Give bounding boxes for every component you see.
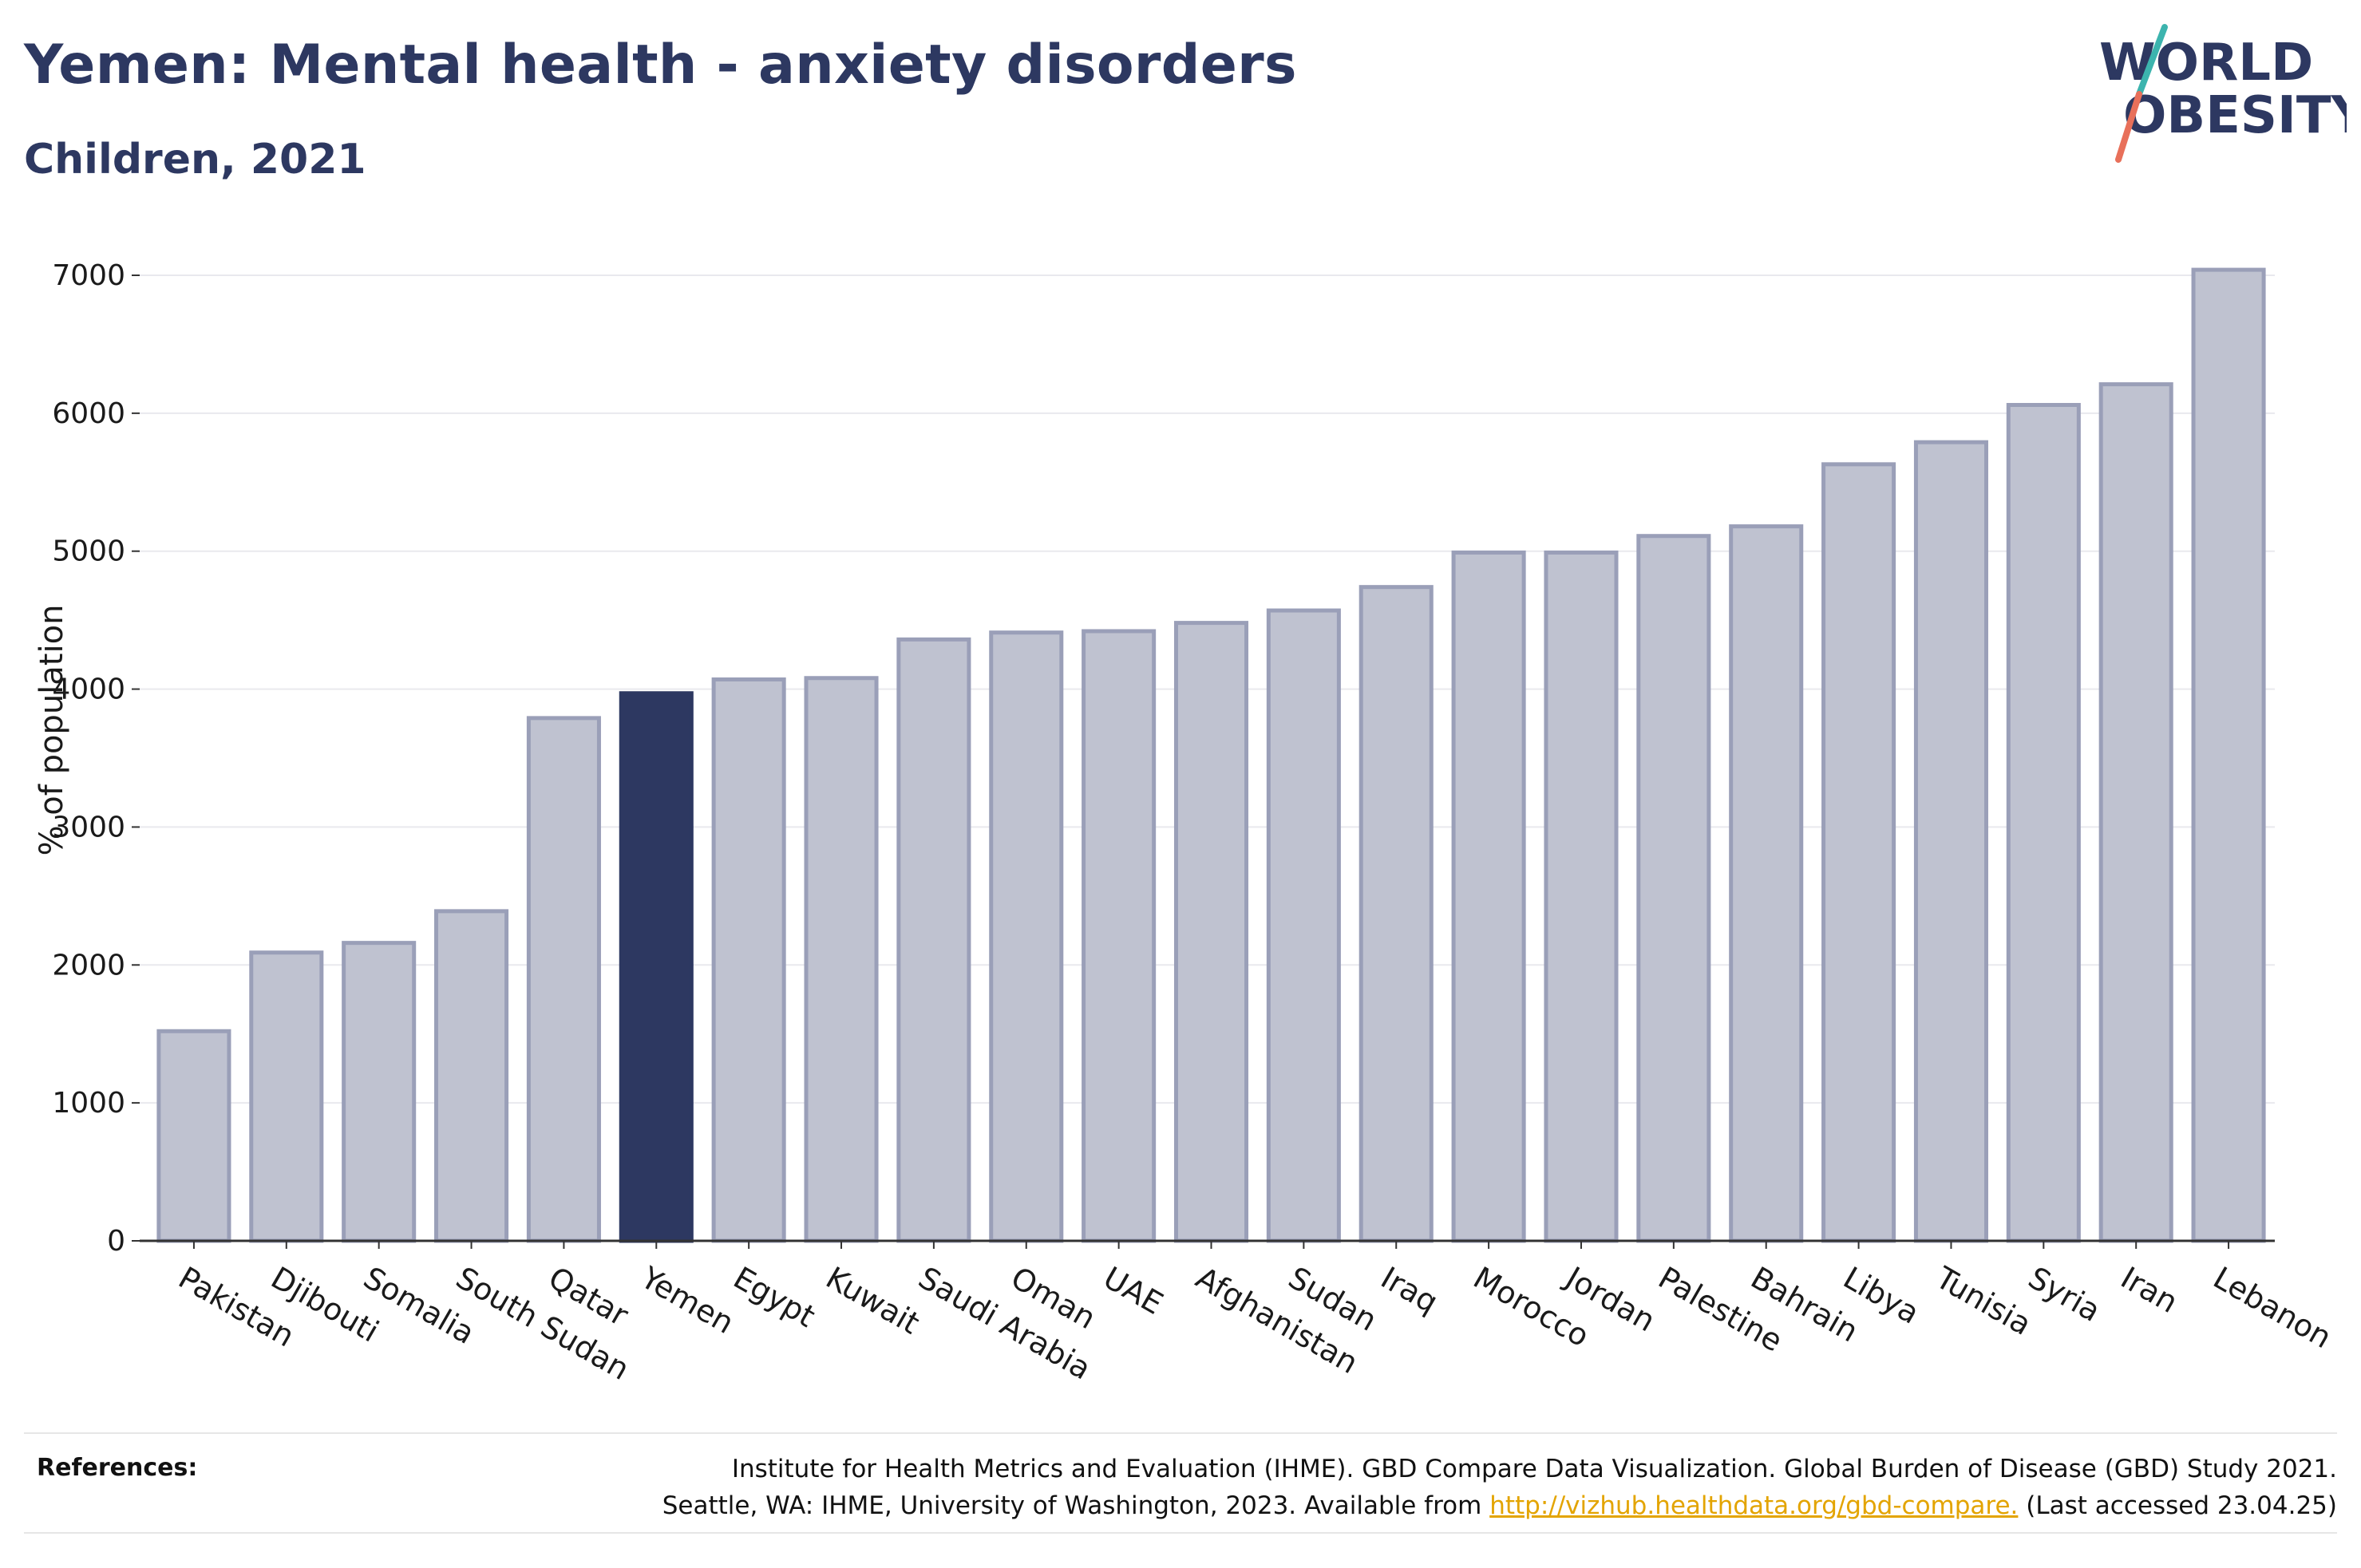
chart-subtitle: Children, 2021 [24, 136, 366, 184]
y-tick-label: 5000 [52, 535, 125, 568]
x-tick-label: Egypt [728, 1260, 821, 1334]
bar-kuwait [804, 676, 879, 1243]
bar-south-sudan [434, 909, 509, 1243]
y-tick-label: 3000 [52, 811, 125, 843]
bar-bahrain [1729, 524, 1804, 1243]
y-tick-label: 4000 [52, 673, 125, 706]
chart-title: Yemen: Mental health - anxiety disorders [24, 34, 1297, 97]
bar-yemen [619, 691, 694, 1243]
bar-djibouti [249, 950, 324, 1243]
bar-tunisia [1913, 440, 1988, 1243]
bar-saudi-arabia [896, 637, 971, 1243]
bar-somalia [342, 941, 417, 1243]
x-tick-label: UAE [1097, 1260, 1169, 1321]
bar-libya [1821, 462, 1896, 1243]
y-axis-label: % of population [34, 605, 70, 856]
world-obesity-logo: WORLD OBESITY [2099, 24, 2347, 163]
bar-iraq [1358, 585, 1434, 1243]
reference-line-2: Seattle, WA: IHME, University of Washing… [501, 1487, 2337, 1524]
x-tick-label: Kuwait [821, 1260, 926, 1341]
y-tick-label: 1000 [52, 1087, 125, 1120]
bar-afghanistan [1173, 621, 1249, 1243]
gbd-compare-link[interactable]: http://vizhub.healthdata.org/gbd-compare… [1489, 1491, 2019, 1520]
reference-line-2-suffix: (Last accessed 23.04.25) [2026, 1491, 2337, 1520]
x-tick-label: Syria [2023, 1260, 2106, 1329]
x-tick-label: Tunisia [1929, 1259, 2037, 1342]
bar-uae [1082, 629, 1157, 1243]
bar-lebanon [2191, 267, 2266, 1243]
references-text: Institute for Health Metrics and Evaluat… [501, 1451, 2337, 1524]
bar-morocco [1451, 550, 1526, 1243]
bar-iran [2098, 382, 2173, 1243]
y-tick-label: 7000 [52, 259, 125, 292]
y-tick-label: 6000 [52, 397, 125, 430]
bar-syria [2006, 402, 2081, 1243]
logo-line-2: OBESITY [2123, 86, 2347, 145]
x-tick-label: Iraq [1375, 1260, 1444, 1320]
x-tick-label: Lebanon [2208, 1260, 2338, 1355]
bar-qatar [526, 716, 601, 1243]
references-heading: References: [37, 1454, 198, 1482]
reference-line-1: Institute for Health Metrics and Evaluat… [731, 1455, 2337, 1483]
references-divider-bottom [24, 1532, 2337, 1534]
bar-jordan [1544, 550, 1619, 1243]
x-tick-label: Iran [2115, 1260, 2184, 1320]
y-tick-label: 2000 [52, 949, 125, 981]
bar-pakistan [156, 1029, 231, 1243]
bar-chart: 01000200030004000500060007000PakistanDji… [34, 259, 2338, 1387]
x-tick-label: Yemen [635, 1259, 740, 1341]
bar-egypt [711, 677, 786, 1243]
logo-slash-coral [2115, 91, 2142, 163]
references-divider-top [24, 1432, 2337, 1434]
bar-sudan [1266, 608, 1341, 1243]
logo-slash-teal [2136, 24, 2168, 97]
logo-line-1: WORLD [2099, 34, 2313, 93]
bar-palestine [1636, 534, 1711, 1243]
axes [132, 274, 2275, 1249]
reference-line-2-text: Seattle, WA: IHME, University of Washing… [662, 1491, 1482, 1520]
bars [156, 267, 2266, 1243]
y-tick-label: 0 [107, 1225, 125, 1258]
bar-oman [989, 630, 1064, 1243]
